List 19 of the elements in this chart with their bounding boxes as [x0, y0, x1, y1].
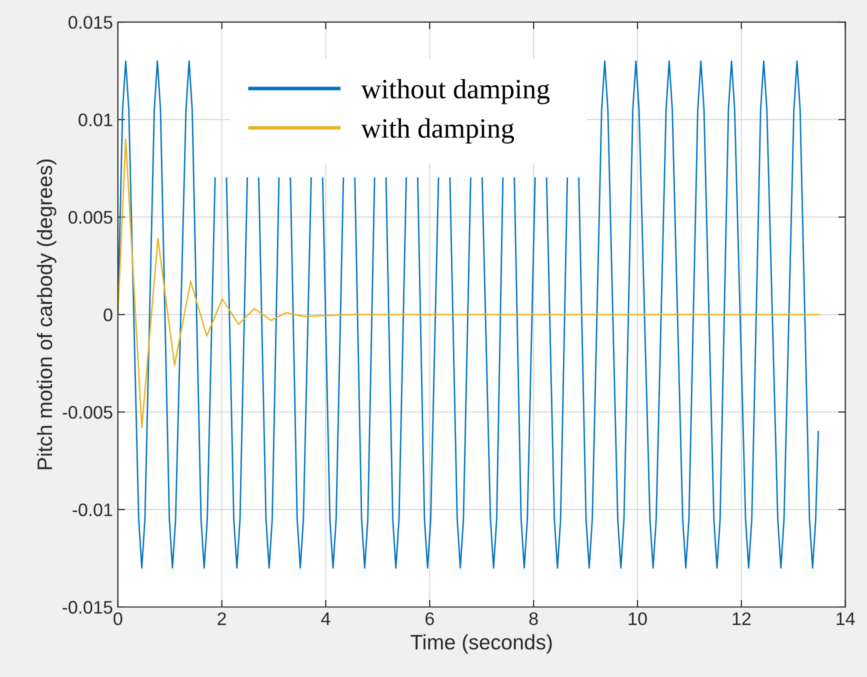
y-tick-label: 0.015 [68, 16, 112, 29]
y-tick-label: -0.01 [72, 503, 112, 516]
x-tick-label: 2 [218, 612, 226, 625]
y-tick-label: 0 [104, 308, 112, 322]
y-tick-label: -0.005 [62, 406, 112, 419]
legend-label: with damping [361, 118, 514, 144]
x-tick-label: 14 [836, 612, 855, 625]
y-tick-label: -0.015 [62, 600, 112, 614]
x-axis-title: Time (seconds) [410, 634, 552, 654]
y-tick-label: 0.005 [68, 210, 112, 224]
x-tick-label: 12 [732, 612, 751, 625]
x-tick-label: 6 [426, 612, 434, 626]
x-tick-label: 4 [321, 612, 330, 625]
x-tick-label: 0 [114, 612, 122, 626]
y-axis-title: Pitch motion of carbody (degrees) [36, 159, 56, 470]
x-tick-label: 10 [628, 612, 647, 626]
x-tick-label: 8 [529, 612, 538, 626]
legend-label: without damping [361, 78, 550, 104]
y-tick-label: 0.01 [78, 113, 112, 126]
